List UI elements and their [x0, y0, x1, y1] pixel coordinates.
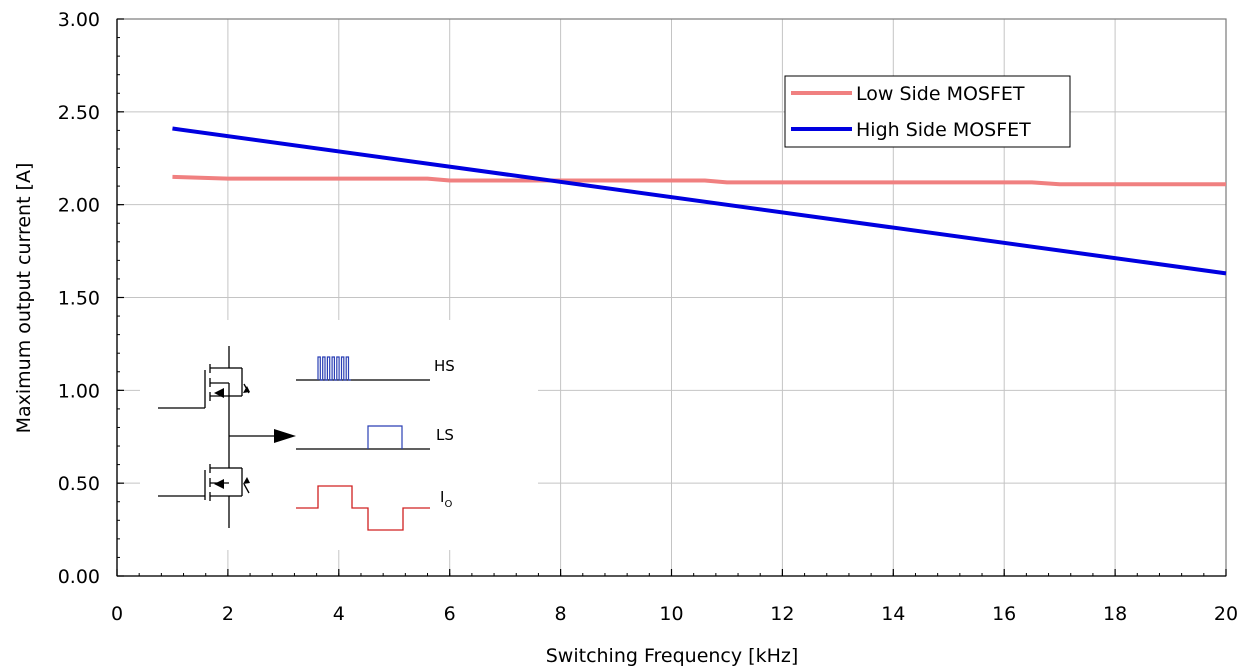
upper-body-diode-arrow [214, 388, 224, 398]
x-tick-label: 6 [444, 603, 456, 625]
series-line-high-side [172, 126, 1227, 276]
y-tick-label: 0.00 [58, 566, 100, 588]
x-tick-label: 16 [992, 603, 1016, 625]
x-tick-label: 4 [333, 603, 345, 625]
x-tick-label: 10 [659, 603, 683, 625]
io-label-subscript: O [444, 499, 452, 510]
x-tick-label: 12 [770, 603, 794, 625]
legend-label-high-side: High Side MOSFET [856, 119, 1031, 141]
ls-waveform [296, 425, 430, 450]
y-tick-label: 2.00 [58, 195, 100, 217]
y-tick-label: 1.00 [58, 380, 100, 402]
x-tick-label: 2 [222, 603, 234, 625]
y-tick-label: 1.50 [58, 288, 100, 310]
upper-diode-mark [243, 386, 250, 393]
hs-label: HS [434, 357, 455, 375]
legend-box [784, 75, 1071, 148]
legend: Low Side MOSFET High Side MOSFET [784, 75, 1071, 148]
inset-schematic: HS LS IO [140, 320, 538, 550]
hs-waveform [296, 356, 430, 381]
lower-diode-mark [243, 477, 250, 484]
x-tick-label: 18 [1103, 603, 1127, 625]
lower-body-diode-arrow [214, 479, 224, 489]
x-tick-label: 20 [1214, 603, 1238, 625]
y-tick-label: 3.00 [58, 9, 100, 31]
ls-label: LS [436, 426, 454, 444]
axes: 0 2 4 6 8 10 12 14 16 18 20 0.00 0.50 1.00 1.50 2.00 2.5… [58, 9, 1238, 625]
y-axis-title: Maximum output current [A] [13, 163, 35, 434]
series-line-low-side [172, 174, 1226, 187]
output-arrow-head [274, 429, 296, 443]
y-tick-label: 0.50 [58, 473, 100, 495]
x-tick-label: 0 [111, 603, 123, 625]
x-tick-label: 8 [555, 603, 567, 625]
x-axis-title: Switching Frequency [kHz] [546, 645, 799, 667]
legend-label-low-side: Low Side MOSFET [856, 83, 1025, 105]
io-label: IO [440, 488, 452, 510]
inset-background [140, 320, 538, 550]
x-tick-label: 14 [881, 603, 905, 625]
series-lines [172, 126, 1227, 276]
y-tick-label: 2.50 [58, 102, 100, 124]
io-waveform [296, 485, 430, 531]
half-bridge-circuit [158, 346, 278, 528]
io-label-main: I [440, 488, 444, 506]
